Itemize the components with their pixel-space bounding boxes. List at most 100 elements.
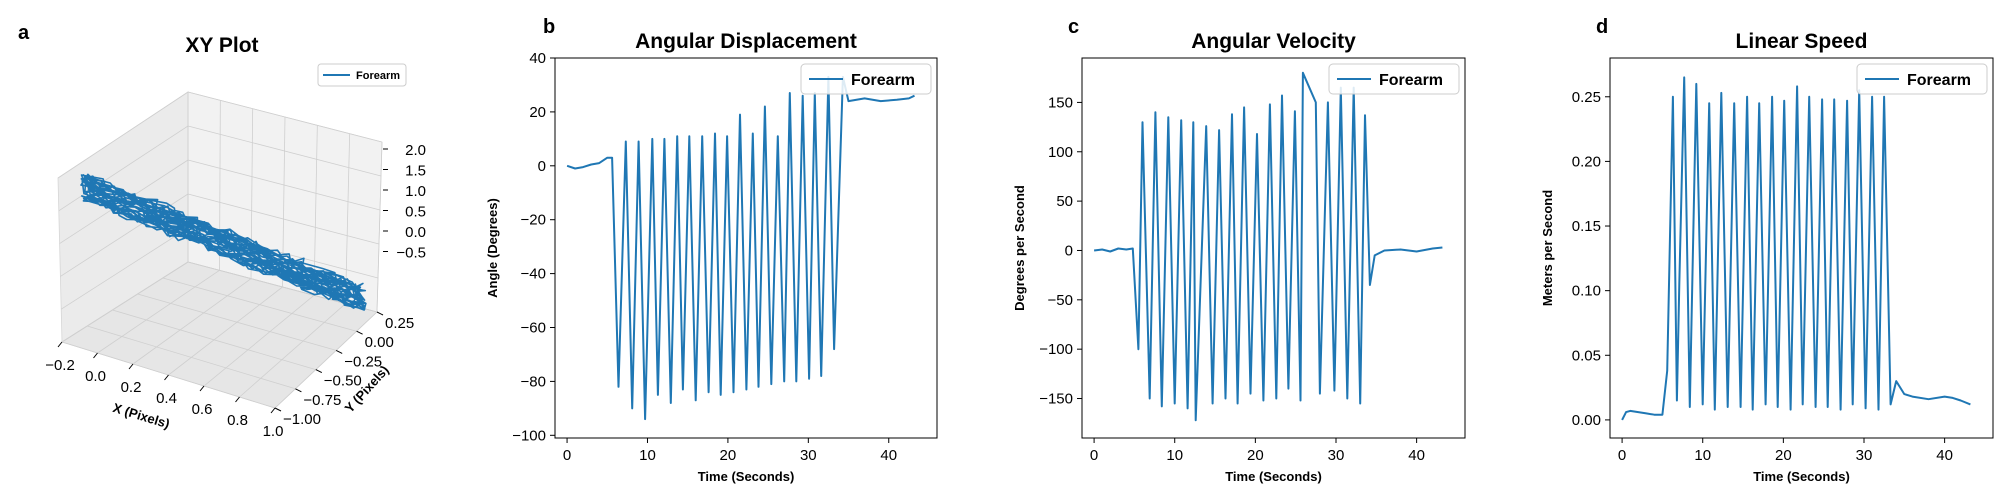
series-line-forearm [1093,71,1443,422]
y-tick-label: −100 [1039,341,1073,358]
y-tick-label: 50 [1056,193,1073,210]
y-axis-label: Meters per Second [1540,190,1555,306]
y-tick-label: −20 [521,212,546,229]
y-tick-label: −100 [512,427,546,444]
panel-a: a XY Plot 2.0 1.5 1.0 0.5 0.0 −0.5 −0.2 0.0 0.2 0.4… [18,22,426,440]
x-axis-label: Time (Seconds) [698,469,795,484]
grid-line [168,286,283,376]
legend-box [800,63,932,95]
legend: Forearm [800,63,932,95]
series-line-forearm [80,173,367,311]
y-tick-label: 0.20 [1572,153,1601,170]
x-tick-label: 0.8 [227,412,248,429]
z-tick-label: 1.5 [405,163,426,180]
grid-line [203,295,315,387]
legend: Forearm [1856,63,1988,95]
x-tick-label: 0.4 [156,390,177,407]
x-tick-label: 20 [1247,447,1264,464]
y-tick-label: −50 [1048,292,1073,309]
legend-box [1856,63,1988,95]
chart-title: Linear Speed [1736,30,1868,53]
legend-label: Forearm [851,72,915,89]
y-tick-label: 0.25 [385,315,414,332]
x-tick-label: 0 [1618,447,1626,464]
grid-line [137,293,337,351]
y-tick-label: −80 [521,373,546,390]
z-tick-label: 1.0 [405,183,426,200]
x-tick-label: 20 [1775,447,1792,464]
grid-line [239,303,346,398]
y-tick-label: 0.05 [1572,347,1601,364]
chart-title: Angular Displacement [635,30,857,53]
z-tick-label: −0.5 [396,245,426,262]
x-axis-label: Time (Seconds) [1225,469,1322,484]
plot-frame [1081,57,1466,439]
x-tick-label: 10 [1694,447,1711,464]
y-tick-label: 20 [529,104,546,121]
grid-line [132,278,252,365]
y-tick-mark [315,369,323,374]
y-tick-mark [295,388,302,393]
x-tick-mark [164,374,169,381]
series-line-forearm [1621,76,1971,421]
grid-line [274,311,378,409]
y-tick-mark [376,311,384,316]
legend-label: Forearm [356,70,400,82]
z-tick-label: 0.0 [405,224,426,241]
y-tick-label: −1.00 [283,411,321,428]
plot-frame [1609,57,1994,439]
y-tick-mark [356,330,363,335]
x-tick-label: 30 [1328,447,1345,464]
x-axis-label: Time (Seconds) [1753,469,1850,484]
y-tick-label: −0.50 [324,373,362,390]
y-tick-label: 150 [1048,94,1073,111]
y-tick-label: 0.00 [1572,412,1601,429]
x-tick-label: 40 [1408,447,1425,464]
grid-line [60,227,189,310]
x-tick-label: 0.2 [121,379,142,396]
x-tick-label: 30 [1856,447,1873,464]
panel-letter: d [1596,16,1608,38]
y-tick-label: −0.25 [344,353,382,370]
x-tick-label: 1.0 [263,423,284,440]
y-tick-mark [274,407,282,412]
grid-line [97,270,220,354]
panel-b: b Angular Displacement 0 10 20 30 40 40 20 0 −20 −4… [485,16,938,484]
x-tick-mark [93,352,98,359]
y-axis-label: Degrees per Second [1012,185,1027,311]
y-tick-mark [335,349,343,354]
legend: Forearm [317,63,407,87]
y-tick-label: 0 [1065,242,1073,259]
y-tick-label: 0.10 [1572,283,1601,300]
legend-label: Forearm [1907,72,1971,89]
plot-frame [554,57,938,439]
grid-line [162,277,357,332]
x-tick-label: 0 [1090,447,1098,464]
grid-line [57,91,189,179]
y-axis-label: Angle (Degrees) [485,198,500,298]
z-tick-label: 0.5 [405,204,426,221]
x-tick-label: 40 [880,447,897,464]
grid-line [112,309,316,370]
chart-title: XY Plot [185,34,258,57]
x-tick-label: 30 [800,447,817,464]
y-tick-label: 0 [538,158,546,175]
x-tick-label: 40 [1936,447,1953,464]
panel-c: c Angular Velocity 0 10 20 30 40 150 100 50 0 −50 −1… [1012,16,1466,484]
x-tick-label: 0 [563,447,571,464]
y-tick-label: 100 [1048,144,1073,161]
legend-box [317,63,407,87]
grid-line [345,133,351,304]
z-tick-label: 2.0 [405,142,426,159]
legend-label: Forearm [1379,72,1443,89]
y-tick-label: 0.25 [1572,89,1601,106]
x-tick-label: 0.6 [192,401,213,418]
x-tick-label: 20 [720,447,737,464]
y-tick-label: −0.75 [303,392,341,409]
x-tick-mark [128,363,134,370]
x-tick-mark [235,396,240,403]
series-line-forearm [566,75,915,421]
grid-line [61,261,189,343]
legend-box [1328,63,1460,95]
grid-line [87,325,296,390]
